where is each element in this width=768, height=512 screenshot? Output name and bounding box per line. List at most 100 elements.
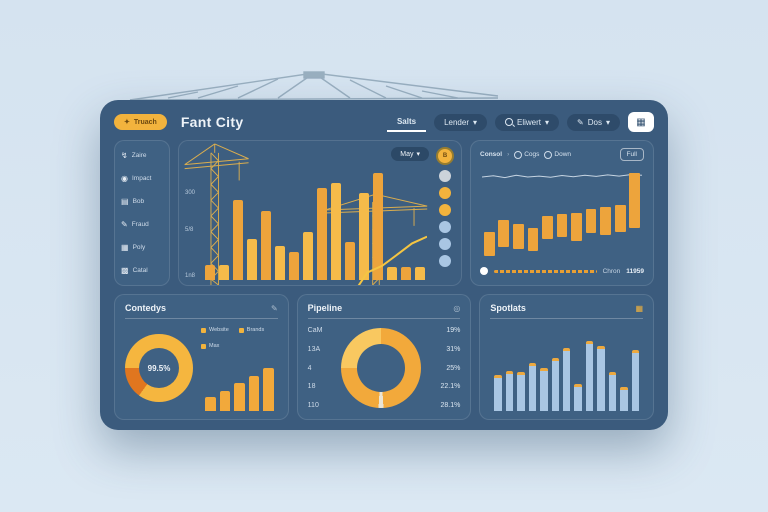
waterfall-bar (483, 231, 495, 257)
spotlats-bar (585, 340, 594, 411)
waterfall-card: Consol › Cogs Down Full (470, 140, 654, 286)
pipeline-card: Pipeline ◎ CaM 13A 4 18 110 19% 31% 25% 22.1% 28… (296, 294, 472, 420)
waterfall-bar (513, 223, 524, 249)
sidebar-item-label: Catal (132, 267, 148, 274)
main-chart-bar (261, 211, 271, 280)
top-row: ↯ Zaire ◉ Impact ▤ Bob ✎ Fraud ▦ Poly ▩ Catal 300 (114, 140, 654, 286)
spotlats-bar (597, 346, 605, 411)
spotlats-bar (551, 358, 559, 411)
sidebar-item-zaire[interactable]: ↯ Zaire (121, 151, 163, 160)
card-header: Pipeline ◎ (308, 303, 461, 313)
main-chart-card: 300 5/8 1n8 May ▾ B (178, 140, 463, 286)
card-title: Spotlats (490, 303, 526, 313)
main-chart-bar (331, 183, 341, 280)
legend-item: Brands (238, 327, 264, 333)
main-chart-bar (317, 188, 327, 280)
tab-cogs[interactable]: Cogs (514, 150, 540, 159)
fraud-icon: ✎ (121, 220, 128, 229)
main-chart-bar (401, 267, 411, 280)
badge-icon: ✦ (124, 119, 130, 126)
main-chart-bar (205, 265, 215, 280)
nav-dropdown-search[interactable]: Eliwert ▾ (495, 113, 560, 131)
breadcrumb[interactable]: Consol (480, 151, 503, 158)
period-label: May (400, 150, 414, 158)
apps-grid-button[interactable]: ▦ (628, 112, 654, 132)
pipeline-labels: CaM 13A 4 18 110 (308, 325, 323, 411)
main-chart-bar (359, 192, 369, 280)
card-body: CaM 13A 4 18 110 19% 31% 25% 22.1% 28.1% (308, 325, 461, 411)
card-header: Contedys ✎ (125, 303, 278, 313)
nav-tab-label: Lender (444, 117, 469, 127)
completion-donut-chart: 99.5% (125, 334, 193, 402)
bottom-row: Contedys ✎ 99.5% Website Brands Max Pipel (114, 294, 655, 420)
sidebar-item-fraud[interactable]: ✎ Fraud (121, 220, 163, 229)
main-chart-bar (373, 173, 383, 280)
badge-label: Truach (133, 118, 157, 126)
sidebar-item-impact[interactable]: ◉ Impact (121, 174, 163, 183)
legend-item: Max (201, 343, 219, 349)
header-badge[interactable]: ✦ Truach (114, 114, 167, 130)
divider (125, 318, 278, 319)
spotlats-bar (562, 347, 571, 411)
pipeline-donut-chart (341, 328, 422, 408)
breadcrumb-separator: › (507, 151, 510, 158)
sidebar-item-poly[interactable]: ▦ Poly (121, 243, 163, 252)
sidebar-item-label: Poly (132, 244, 146, 251)
target-icon[interactable]: ◎ (453, 303, 461, 313)
chevron-down-icon: ▾ (416, 151, 421, 158)
status-dot[interactable] (439, 170, 452, 182)
main-chart-bar (345, 242, 355, 280)
waterfall-bar (556, 214, 568, 238)
tab-label: Cogs (524, 151, 540, 158)
header-nav: Salts Lender ▾ Eliwert ▾ ✎ Dos ▾ ▦ (386, 112, 654, 132)
pipeline-row-value: 22.1% (440, 383, 461, 391)
spotlats-bar (517, 371, 525, 411)
main-chart-bar (387, 267, 397, 280)
nav-tab-label: Eliwert (517, 117, 542, 127)
nav-tab-salts[interactable]: Salts (386, 113, 427, 132)
waterfall-bar (498, 220, 510, 247)
nav-tab-label: Dos (587, 117, 602, 127)
status-dot[interactable] (439, 255, 452, 267)
header: ✦ Truach Fant City Salts Lender ▾ Eliwer… (114, 110, 654, 134)
y-axis-label: 1n8 (185, 273, 196, 280)
impact-icon: ◉ (121, 174, 128, 183)
pen-icon: ✎ (577, 117, 584, 127)
card-header: Spotlats ▦ (490, 303, 643, 313)
dashboard-panel: ✦ Truach Fant City Salts Lender ▾ Eliwer… (100, 100, 668, 430)
divider (490, 318, 644, 319)
pipeline-row-value: 19% (446, 327, 461, 334)
period-dropdown[interactable]: May ▾ (391, 147, 430, 161)
card-title: Contedys (125, 303, 167, 313)
edit-icon[interactable]: ✎ (270, 303, 278, 313)
legend-label: Website (209, 327, 229, 333)
pipeline-row-label: 13A (307, 345, 321, 353)
sidebar-item-bob[interactable]: ▤ Bob (121, 197, 163, 206)
waterfall-bar (527, 227, 539, 251)
waterfall-bar (600, 206, 611, 236)
footer-dot-icon[interactable] (480, 267, 489, 275)
nav-dropdown-lender[interactable]: Lender ▾ (434, 113, 488, 131)
pipeline-row-value: 31% (446, 345, 461, 353)
tab-down[interactable]: Down (544, 150, 571, 159)
sidebar-item-catal[interactable]: ▩ Catal (121, 266, 163, 275)
sparkline (482, 165, 642, 195)
status-dot[interactable]: B (436, 147, 455, 165)
chevron-down-icon: ▾ (605, 117, 610, 127)
donut-center-value: 99.5% (147, 363, 171, 373)
zaire-icon: ↯ (121, 151, 128, 160)
full-view-button[interactable]: Full (619, 148, 644, 161)
waterfall-chart (482, 165, 642, 260)
nav-tab-label: Salts (396, 116, 417, 126)
mini-bar (248, 376, 260, 411)
status-dot[interactable] (439, 204, 452, 216)
nav-dropdown-dos[interactable]: ✎ Dos ▾ (567, 113, 620, 131)
grid-icon[interactable]: ▦ (635, 303, 644, 313)
main-chart-bar (219, 265, 229, 280)
sidebar: ↯ Zaire ◉ Impact ▤ Bob ✎ Fraud ▦ Poly ▩ Catal (114, 140, 170, 286)
status-dot[interactable] (439, 221, 452, 233)
chevron-down-icon: ▾ (545, 117, 550, 127)
status-dot[interactable] (439, 187, 452, 199)
status-dot[interactable] (439, 238, 452, 250)
spotlats-bar (540, 368, 548, 411)
